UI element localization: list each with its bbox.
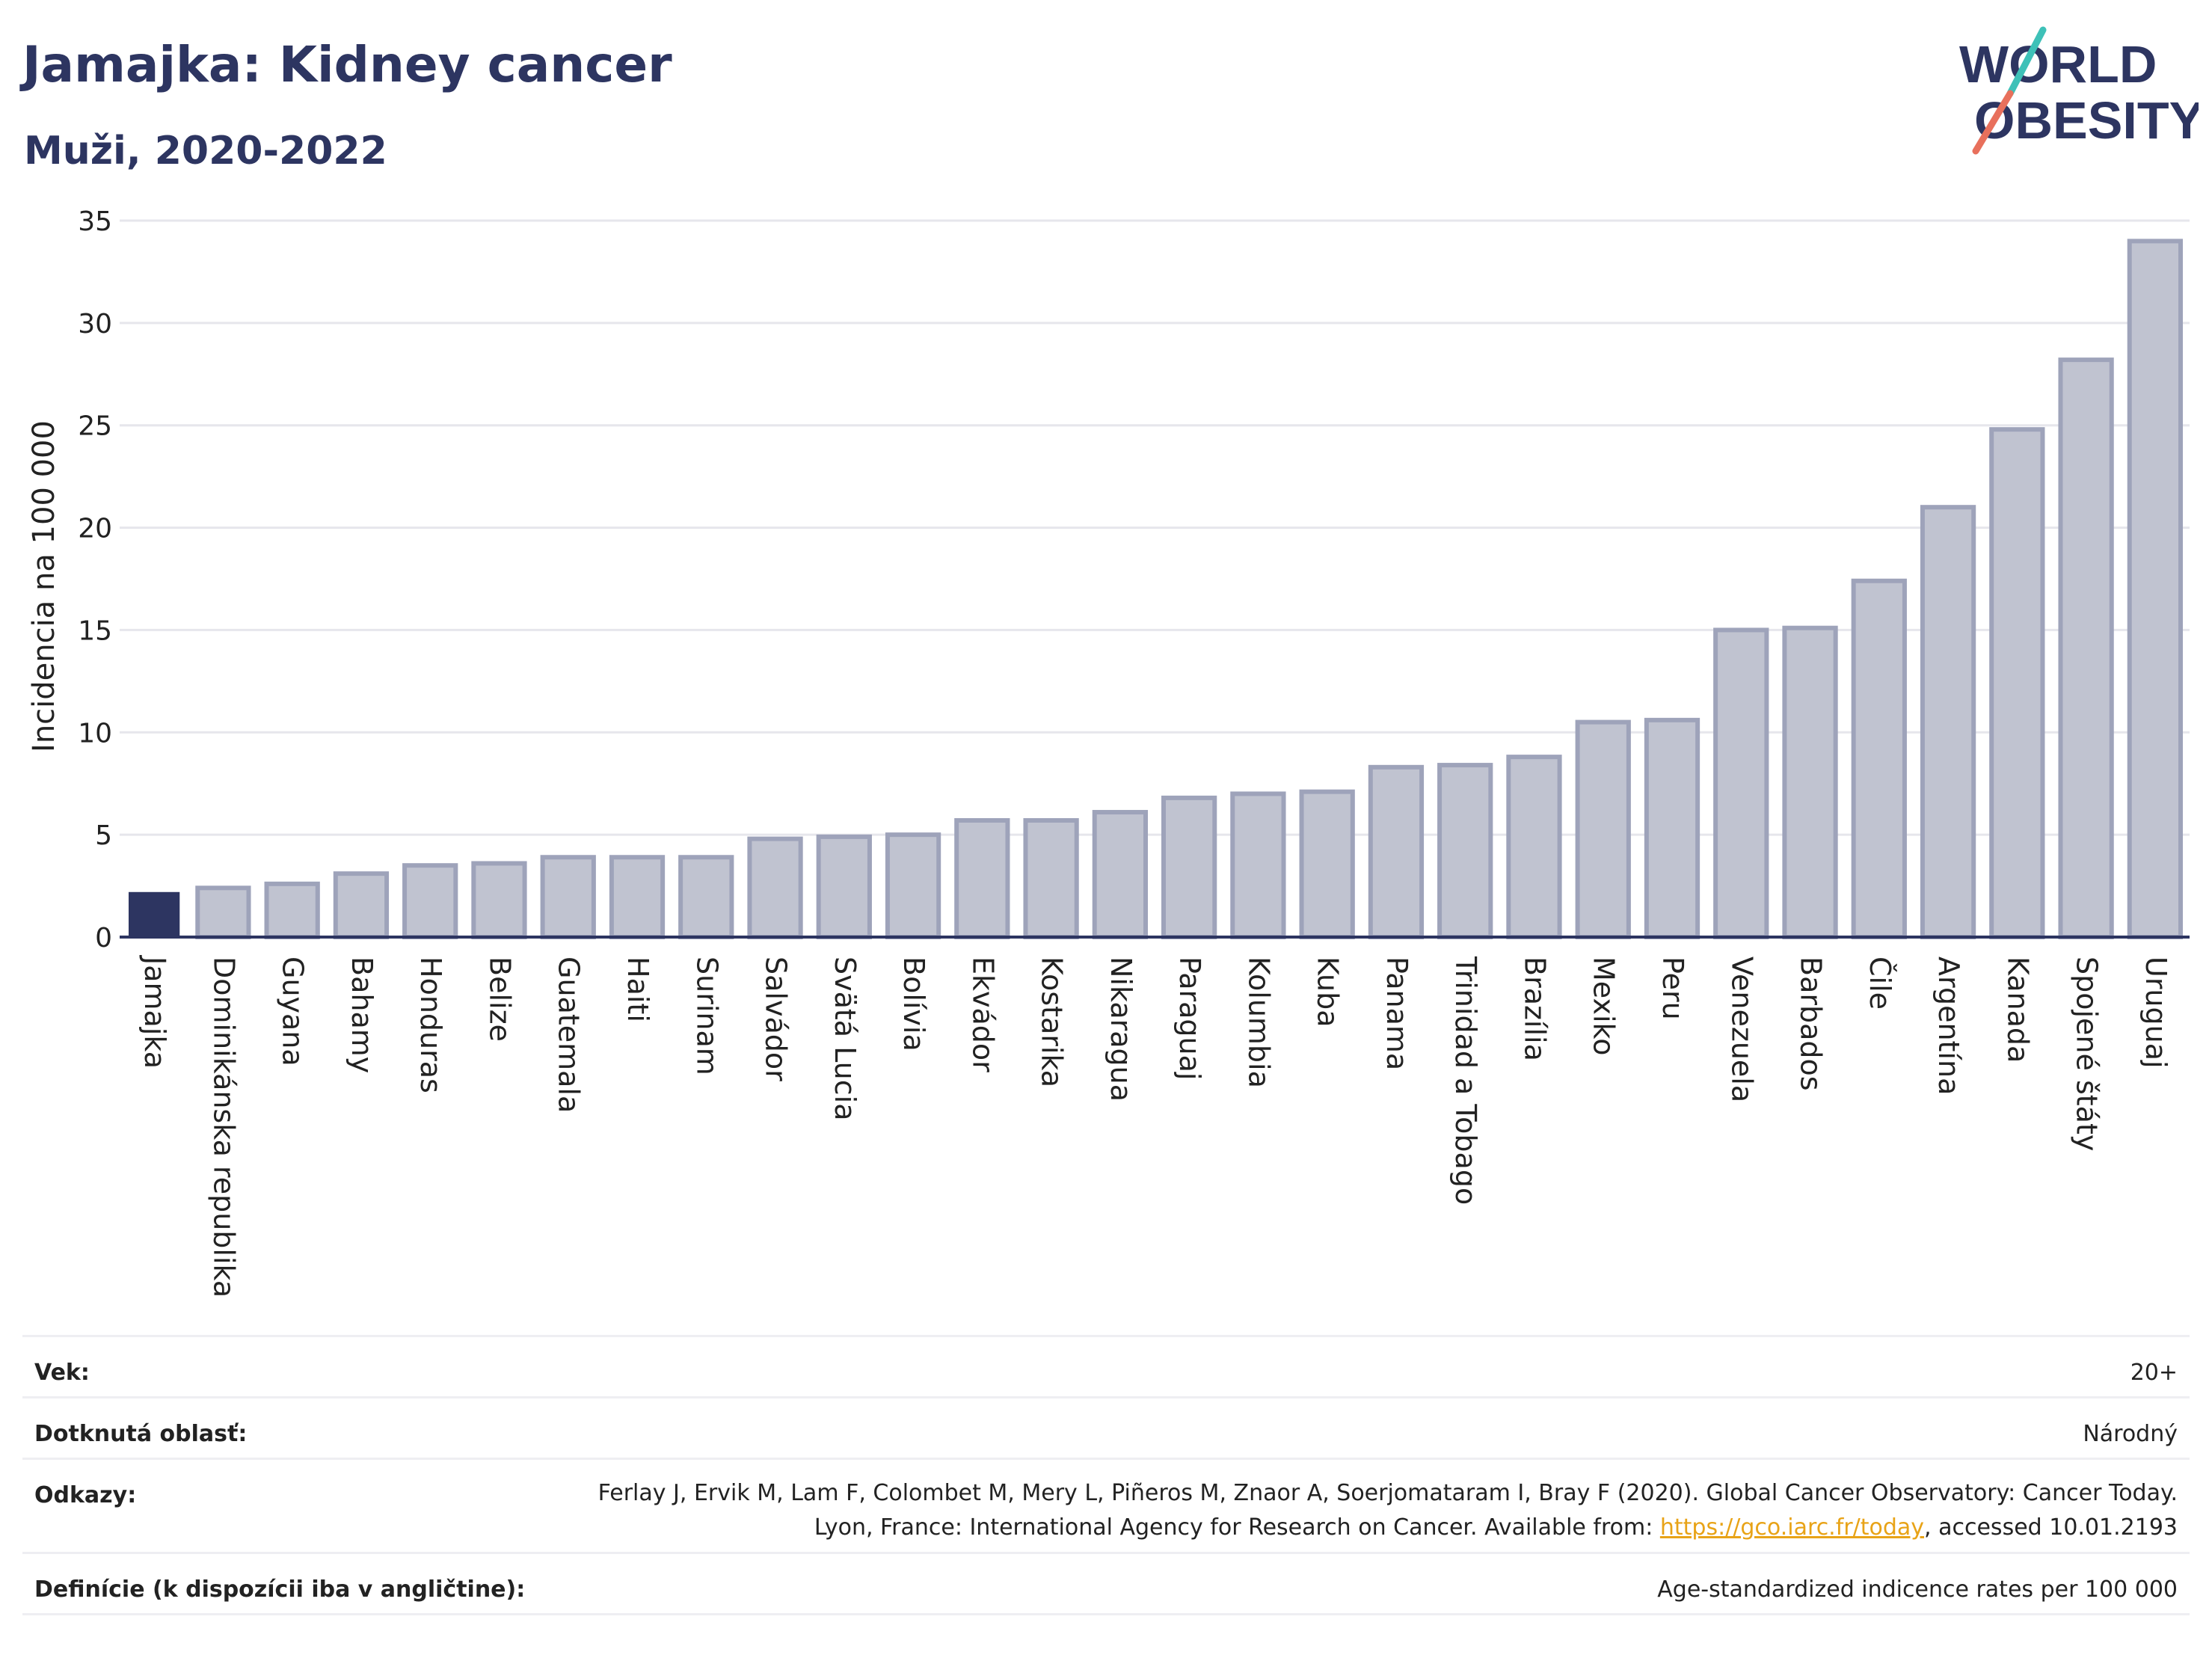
- logo-slash-teal: [2006, 26, 2047, 97]
- bar-trinidad-a-tobago: [1437, 763, 1493, 940]
- bar-salvádor: [747, 836, 803, 940]
- x-tick-label: Spojené štáty: [2071, 957, 2104, 1151]
- x-tick-label: Kolumbia: [1242, 957, 1275, 1088]
- definitions-label: Definície (k dispozícii iba v angličtine…: [34, 1576, 526, 1603]
- bar-uruguaj: [2127, 239, 2184, 940]
- meta-row-refs: Odkazy: Ferlay J, Ervik M, Lam F, Colomb…: [22, 1458, 2190, 1554]
- y-tick-label: 35: [78, 206, 112, 237]
- refs-value: Ferlay J, Ervik M, Lam F, Colombet M, Me…: [570, 1476, 2178, 1545]
- meta-row-age: Vek: 20+: [22, 1335, 2190, 1398]
- bar-brazília: [1506, 755, 1562, 939]
- bar-bolívia: [885, 832, 941, 939]
- bar-dominikánska-republika: [195, 885, 251, 940]
- y-tick-label: 20: [78, 514, 112, 544]
- logo-line-world: WORLD: [1959, 35, 2157, 93]
- bar-paraguaj: [1161, 795, 1217, 939]
- x-tick-label: Surinam: [690, 957, 723, 1075]
- x-tick-label: Bahamy: [345, 957, 378, 1073]
- bar-guatemala: [540, 855, 596, 940]
- x-tick-label: Dominikánska republika: [207, 957, 240, 1298]
- y-tick-label: 15: [78, 615, 112, 646]
- bar-haiti: [609, 855, 666, 940]
- chart-subtitle: Muži, 2020-2022: [24, 129, 387, 174]
- logo-line-obesity: OBESITY: [1974, 91, 2199, 150]
- bar-kanada: [1989, 427, 2045, 939]
- world-obesity-logo: WORLD OBESITY: [1959, 26, 2199, 155]
- x-tick-label: Brazília: [1518, 957, 1551, 1061]
- x-tick-label: Panama: [1380, 957, 1413, 1070]
- y-tick-label: 25: [78, 411, 112, 442]
- x-tick-label: Nikaragua: [1105, 957, 1137, 1102]
- x-tick-label: Jamajka: [138, 955, 171, 1069]
- y-tick-label: 0: [95, 923, 112, 954]
- meta-row-area: Dotknutá oblasť: Národný: [22, 1396, 2190, 1460]
- bar-peru: [1644, 717, 1701, 939]
- bar-bahamy: [333, 871, 390, 939]
- x-tick-label: Kostarika: [1036, 957, 1069, 1087]
- y-tick-label: 30: [78, 309, 112, 340]
- refs-tail: , accessed 10.01.2193: [1924, 1514, 2178, 1541]
- y-axis-label: Incidencia na 100 000: [27, 420, 61, 752]
- x-tick-label: Paraguaj: [1173, 957, 1206, 1080]
- age-value: 20+: [2130, 1360, 2178, 1386]
- x-tick-label: Haiti: [621, 957, 654, 1022]
- bar-spojené-štáty: [2058, 357, 2114, 939]
- x-tick-label: Uruguaj: [2139, 957, 2172, 1069]
- x-tick-label: Venezuela: [1725, 957, 1758, 1102]
- bar-kostarika: [1023, 817, 1079, 940]
- logo-slash-red: [1972, 90, 2014, 155]
- definitions-value: Age-standardized indicence rates per 100…: [1657, 1576, 2178, 1603]
- x-tick-label: Guatemala: [553, 957, 586, 1113]
- bar-belize: [471, 861, 527, 940]
- bar-barbados: [1782, 625, 1838, 939]
- x-tick-label: Svätá Lucia: [829, 957, 861, 1120]
- x-tick-label: Honduras: [414, 957, 447, 1093]
- chart-metadata: Vek: 20+ Dotknutá oblasť: Národný Odkazy…: [22, 1335, 2190, 1634]
- area-label: Dotknutá oblasť:: [34, 1421, 248, 1447]
- bar-svätá-lucia: [816, 834, 872, 939]
- bar-guyana: [264, 881, 320, 939]
- refs-text: Ferlay J, Ervik M, Lam F, Colombet M, Me…: [597, 1480, 2178, 1541]
- refs-link[interactable]: https://gco.iarc.fr/today: [1659, 1514, 1925, 1541]
- x-tick-label: Ekvádor: [966, 957, 999, 1072]
- bar-nikaragua: [1092, 810, 1149, 940]
- x-tick-label: Trinidad a Tobago: [1449, 956, 1482, 1205]
- refs-label: Odkazy:: [34, 1482, 137, 1508]
- x-tick-label: Salvádor: [760, 957, 793, 1081]
- bar-chart: 0 5 10 15 20 25 30 35 Incidencia na 100 000 Jamaj…: [27, 206, 2190, 1298]
- age-label: Vek:: [34, 1360, 90, 1386]
- bar-kuba: [1299, 789, 1355, 939]
- meta-bottom-divider: [22, 1613, 2190, 1615]
- x-tick-label: Čile: [1864, 957, 1896, 1010]
- x-tick-label: Kanada: [2001, 957, 2034, 1063]
- x-tick-label: Bolívia: [897, 957, 930, 1051]
- x-tick-label: Barbados: [1795, 957, 1828, 1091]
- bar-honduras: [402, 863, 458, 939]
- x-tick-label: Guyana: [277, 957, 310, 1066]
- x-tick-label: Belize: [483, 957, 516, 1042]
- bar-panama: [1368, 764, 1425, 939]
- x-tick-label: Argentína: [1932, 957, 1965, 1095]
- bar-surinam: [678, 855, 734, 940]
- area-value: Národný: [2083, 1421, 2178, 1447]
- bar-kolumbia: [1230, 791, 1286, 940]
- x-tick-label: Kuba: [1312, 957, 1345, 1028]
- bar-čile: [1851, 578, 1907, 939]
- meta-row-definitions: Definície (k dispozícii iba v angličtine…: [22, 1552, 2190, 1615]
- y-tick-label: 10: [78, 718, 112, 749]
- bar-mexiko: [1575, 719, 1631, 939]
- x-tick-label: Peru: [1656, 957, 1689, 1020]
- x-tick-label: Mexiko: [1588, 957, 1620, 1055]
- bar-ekvádor: [954, 817, 1010, 940]
- bar-venezuela: [1713, 627, 1769, 940]
- bar-jamajka: [128, 891, 180, 937]
- bar-argentína: [1920, 505, 1976, 939]
- chart-title: Jamajka: Kidney cancer: [22, 36, 672, 93]
- y-tick-label: 5: [95, 820, 112, 851]
